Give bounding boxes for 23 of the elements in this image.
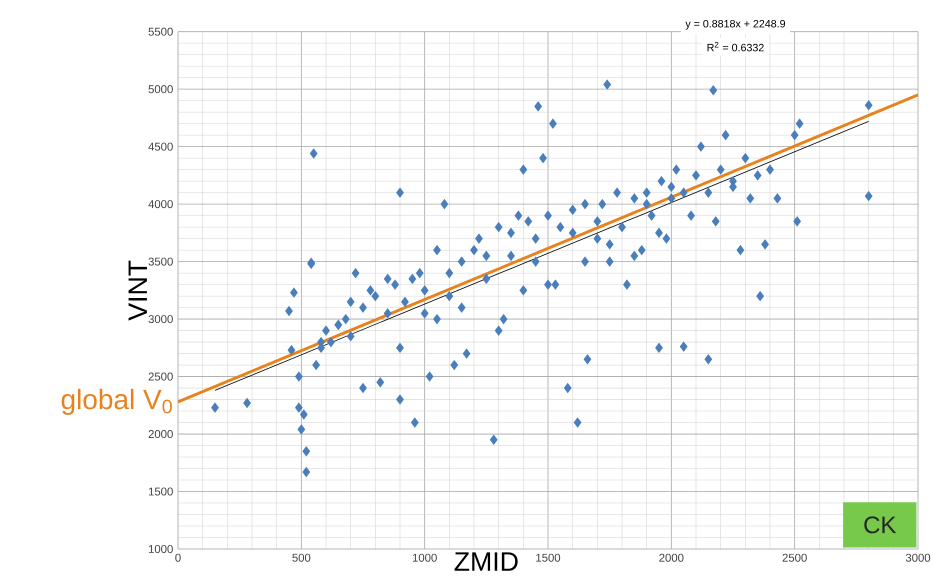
- annotation: CK: [864, 516, 896, 534]
- y-tick-label: 2500: [148, 372, 173, 381]
- y-tick-label: 5000: [148, 85, 173, 94]
- x-tick-label: 1500: [536, 554, 560, 562]
- y-tick-label: 4500: [148, 142, 173, 151]
- x-tick-label: 1000: [412, 554, 437, 562]
- series-label: global V$_{0}$: [62, 388, 172, 415]
- y-tick-label: 3500: [148, 258, 173, 266]
- x-tick-label: 2500: [782, 554, 807, 562]
- y-tick-label: 2000: [148, 430, 173, 438]
- y-tick-label: 5500: [148, 28, 173, 36]
- y-tick-label: 1500: [148, 488, 173, 496]
- y-tick-label: 4000: [148, 200, 173, 208]
- y-tick-label: 3000: [148, 315, 173, 324]
- x-tick-label: 0: [175, 554, 181, 562]
- x-tick-label: 3000: [906, 554, 930, 562]
- text: y = 0.8818x + 2248.9: [685, 20, 786, 30]
- x-tick-label: 2000: [659, 554, 684, 562]
- x-tick-label: 500: [292, 554, 310, 562]
- annotation: R$^{2}$ = 0.6332: [708, 42, 764, 52]
- y-tick-label: 1000: [148, 544, 173, 554]
- x-axis-title: ZMID: [454, 552, 518, 571]
- y-axis-title: VINT: [128, 260, 147, 321]
